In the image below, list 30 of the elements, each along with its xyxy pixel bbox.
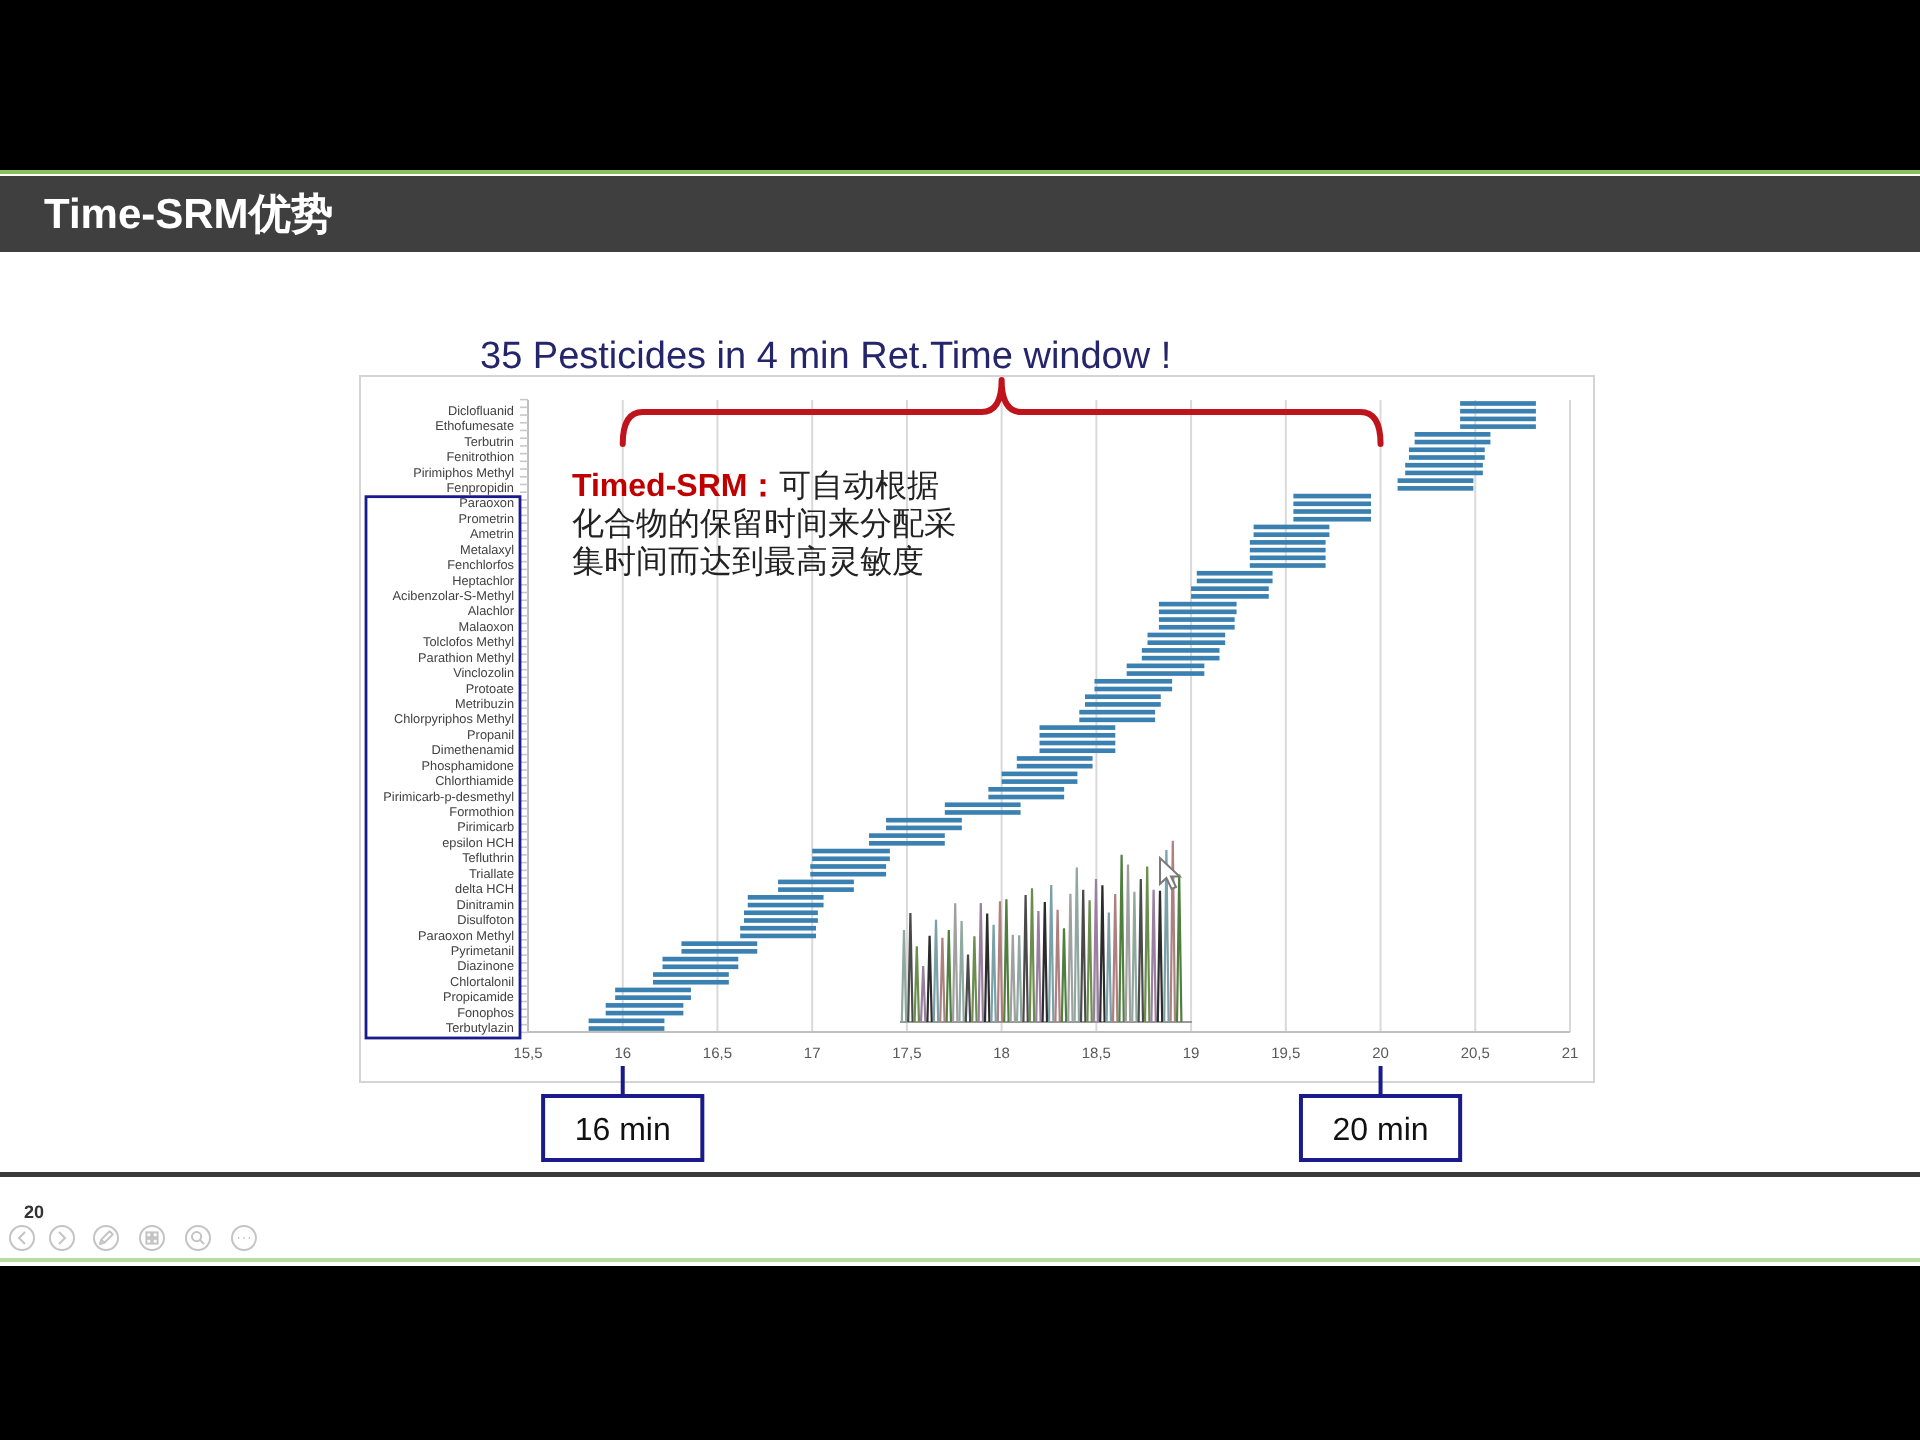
bar (1147, 640, 1226, 646)
bar (1253, 532, 1330, 537)
annotation: Timed-SRM：可自动根据化合物的保留时间来分配采集时间而达到最高灵敏度 (572, 468, 956, 580)
bar (1249, 555, 1326, 561)
bar (1085, 702, 1161, 707)
bar (1249, 540, 1326, 545)
bar (1460, 401, 1536, 406)
bar (743, 918, 818, 923)
text: Time-SRM优势 (44, 192, 333, 238)
bar (1397, 486, 1474, 491)
bar (1408, 455, 1485, 460)
bar (1405, 462, 1483, 468)
bar (1141, 648, 1220, 653)
bar (1191, 586, 1269, 591)
bar (812, 856, 890, 862)
bar (1158, 617, 1235, 622)
text: 20 (24, 1202, 45, 1222)
ref-line-label: 16 min (574, 1114, 671, 1148)
chart-subtitle: 35 Pesticides in 4 min Ret.Time window ! (480, 336, 1172, 378)
bar (588, 1026, 665, 1031)
bar (1408, 447, 1485, 453)
bar (740, 925, 816, 931)
bar (743, 910, 818, 916)
bar (1039, 732, 1116, 738)
bar (1460, 408, 1536, 414)
bar (810, 864, 887, 869)
bar (1293, 509, 1372, 514)
bar (1293, 501, 1372, 507)
ref-line-label: 20 min (1332, 1114, 1429, 1148)
bar (605, 1003, 684, 1008)
